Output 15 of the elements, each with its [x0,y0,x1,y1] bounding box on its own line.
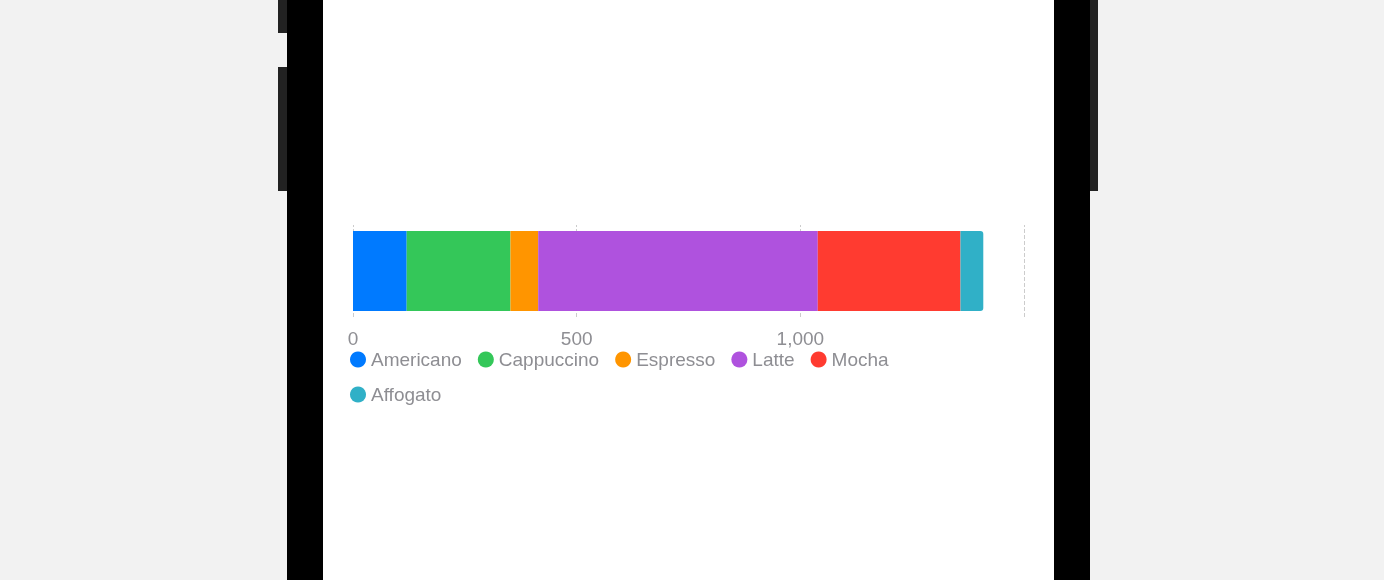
legend-label: Latte [752,349,795,370]
legend-label: Americano [371,349,462,370]
x-tick-label: 500 [560,328,593,349]
bar [406,231,511,311]
legend-label: Espresso [636,349,716,370]
legend-label: Mocha [831,349,890,370]
x-tick-label: 0 [347,328,359,349]
bar [353,231,407,311]
legend-label: Affogato [371,384,442,405]
bar [960,231,984,311]
bar [510,231,539,311]
bar [538,231,818,311]
legend-label: Cappuccino [498,349,600,370]
x-tick-label: 1,000 [776,328,825,349]
bar [817,231,961,311]
